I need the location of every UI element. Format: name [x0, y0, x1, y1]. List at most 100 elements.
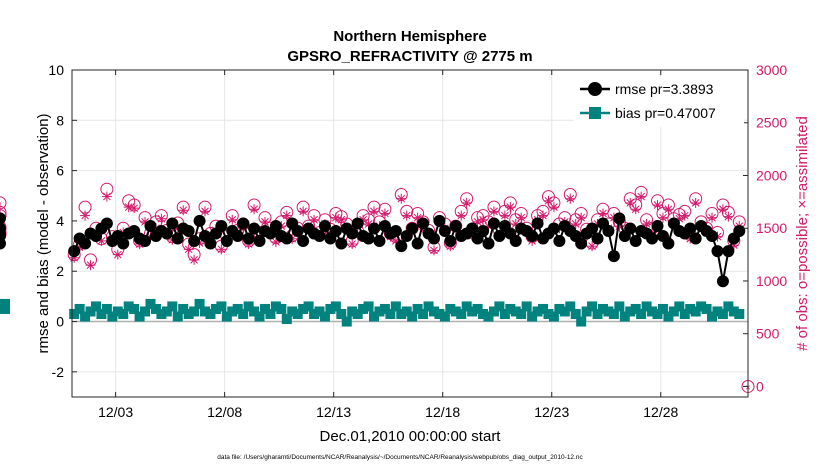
rmse-point	[662, 237, 675, 250]
bias-point	[494, 301, 505, 312]
x-tick-label: 12/03	[98, 404, 133, 420]
y-left-tick-label: 0	[56, 314, 64, 330]
rmse-point	[204, 237, 217, 250]
y-left-tick-label: 10	[48, 62, 64, 78]
rmse-point	[689, 232, 702, 245]
obs-assimilated-point	[723, 211, 734, 222]
bias-point	[439, 311, 450, 322]
rmse-point	[139, 235, 152, 248]
bias-point	[647, 306, 658, 317]
obs-assimilated-point	[652, 200, 663, 211]
x-tick-label: 12/08	[207, 404, 242, 420]
rmse-point	[711, 245, 724, 258]
obs-assimilated-point	[249, 204, 260, 215]
bias-point	[363, 301, 374, 312]
rmse-point	[144, 219, 157, 232]
rmse-point	[100, 217, 113, 230]
bias-point	[303, 301, 314, 312]
bias-point	[679, 308, 690, 319]
bias-point	[265, 308, 276, 319]
obs-assimilated-point	[85, 260, 96, 271]
rmse-point	[373, 235, 386, 248]
obs-assimilated-point	[156, 213, 167, 224]
bias-point	[134, 311, 145, 322]
bias-point	[249, 306, 260, 317]
rmse-point	[613, 212, 626, 225]
bias-point	[347, 306, 358, 317]
rmse-point	[487, 217, 500, 230]
bias-point	[374, 306, 385, 317]
bias-point	[210, 303, 221, 314]
bias-point	[145, 298, 156, 309]
bias-point	[543, 308, 554, 319]
bias-point	[478, 308, 489, 319]
obs-assimilated-point	[630, 204, 641, 215]
rmse-point	[733, 224, 746, 237]
rmse-point	[607, 250, 620, 263]
rmse-point	[427, 232, 440, 245]
bias-point	[281, 314, 292, 325]
bias-point	[625, 306, 636, 317]
bias-point	[369, 311, 380, 322]
bias-point	[723, 301, 734, 312]
bias-point	[189, 306, 200, 317]
obs-assimilated-point	[379, 208, 390, 219]
chart-title-line-2: GPSRO_REFRACTIVITY @ 2775 m	[287, 48, 532, 65]
obs-possible-point	[0, 209, 7, 223]
bias-point	[472, 303, 483, 314]
rmse-point	[0, 212, 6, 225]
rmse-point	[602, 224, 615, 237]
bias-point	[330, 301, 341, 312]
y-right-tick-label: 2500	[756, 115, 787, 131]
rmse-point	[438, 224, 451, 237]
bias-point	[74, 303, 85, 314]
data-file-footer: data file: /Users/gharamti/Documents/NCA…	[217, 454, 583, 461]
bias-point	[712, 306, 723, 317]
obs-assimilated-point	[216, 244, 227, 255]
obs-assimilated-point	[548, 202, 559, 213]
bias-point	[527, 311, 538, 322]
legend-bias-marker	[589, 107, 601, 119]
obs-assimilated-point	[505, 202, 516, 213]
rmse-point	[182, 224, 195, 237]
bias-point	[336, 308, 347, 319]
rmse-point	[253, 235, 266, 248]
bias-point	[287, 306, 298, 317]
bias-point	[608, 308, 619, 319]
y-axis-label-right: # of obs: o=possible; ×=assimilated	[794, 116, 811, 351]
y-right-tick-label: 2000	[756, 167, 787, 183]
bias-point	[565, 301, 576, 312]
legend-bias-label: bias pr=0.47007	[615, 105, 716, 121]
rmse-point	[351, 217, 364, 230]
rmse-point	[0, 237, 6, 250]
bias-point	[270, 301, 281, 312]
bias-point	[554, 303, 565, 314]
bias-point	[614, 301, 625, 312]
rmse-point	[237, 217, 250, 230]
y-left-tick-label: -2	[52, 364, 65, 380]
rmse-point	[651, 219, 664, 232]
x-tick-label: 12/18	[425, 404, 460, 420]
bias-point	[641, 301, 652, 312]
bias-point	[652, 308, 663, 319]
rmse-point	[722, 245, 735, 258]
bias-point	[401, 306, 412, 317]
obs-assimilated-point	[663, 204, 674, 215]
rmse-point	[553, 235, 566, 248]
bias-point	[314, 306, 325, 317]
obs-possible-point	[0, 205, 7, 219]
y-axis-label-left: rmse and bias (model - observation)	[35, 113, 52, 353]
bias-point	[521, 301, 532, 312]
bias-point	[123, 301, 134, 312]
obs-assimilated-point	[129, 203, 140, 214]
rmse-point	[411, 237, 424, 250]
y-right-tick-label: 1000	[756, 273, 787, 289]
rmse-point	[629, 235, 642, 248]
chart-title-line-1: Northern Hemisphere	[333, 28, 486, 45]
obs-assimilated-point	[679, 210, 690, 221]
rmse-point	[624, 222, 637, 235]
bias-point	[445, 303, 456, 314]
rmse-point	[188, 235, 201, 248]
bias-point	[200, 306, 211, 317]
